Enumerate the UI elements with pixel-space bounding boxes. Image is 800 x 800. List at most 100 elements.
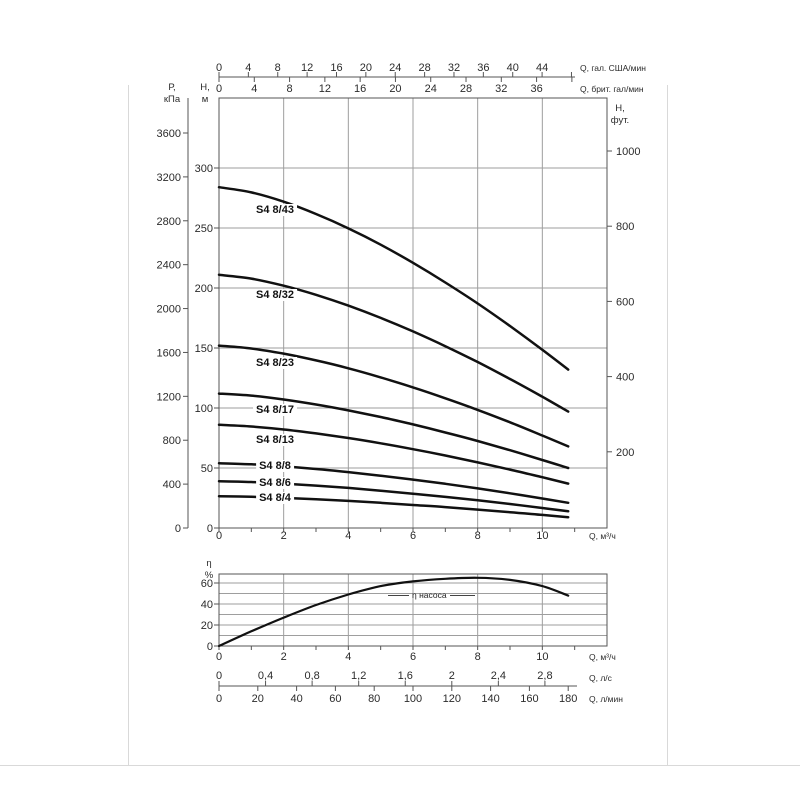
efficiency-label-right-dash [449, 594, 475, 596]
uk-gpm-tick-label: 8 [287, 83, 293, 95]
head-ft-axis-header-line1: Н, [615, 103, 625, 114]
kpa-axis-header-line1: Р, [168, 82, 176, 93]
us-gpm-tick-label: 36 [477, 62, 489, 74]
hm-tick-label: 50 [201, 463, 213, 475]
ft-tick-label: 1000 [616, 146, 640, 158]
x-tick-label: 4 [345, 530, 351, 542]
eta-y-tick-label: 0 [207, 641, 213, 653]
curve-label-S4-8-8: S4 8/8 [256, 460, 294, 472]
us-gpm-tick-label: 0 [216, 62, 222, 74]
x-tick-label: 6 [410, 530, 416, 542]
lps-tick-label: 0,8 [304, 670, 319, 682]
eta-x-tick-label: 8 [475, 651, 481, 663]
us-gpm-tick-label: 12 [301, 62, 313, 74]
efficiency-axis-header-line2: % [204, 569, 214, 581]
uk-gpm-tick-label: 24 [425, 83, 437, 95]
uk-gpm-tick-label: 12 [319, 83, 331, 95]
uk-gpm-tick-label: 32 [495, 83, 507, 95]
m3h-unit-label-eta: Q, м³/ч [589, 652, 616, 662]
curve-label-S4-8-43: S4 8/43 [253, 204, 297, 216]
hm-tick-label: 0 [207, 523, 213, 535]
lps-tick-label: 2,4 [491, 670, 506, 682]
efficiency-axis-header: η % [200, 558, 218, 581]
eta-x-tick-label: 10 [536, 651, 548, 663]
lpm-tick-label: 80 [368, 693, 380, 705]
us-gpm-tick-label: 32 [448, 62, 460, 74]
us-gpm-tick-label: 20 [360, 62, 372, 74]
uk-gpm-unit-label: Q, брит. гал/мин [580, 84, 644, 94]
uk-gpm-tick-label: 20 [389, 83, 401, 95]
hm-tick-label: 300 [195, 163, 213, 175]
lpm-tick-label: 160 [520, 693, 538, 705]
kpa-axis-header: Р, кПа [157, 82, 187, 105]
hm-tick-label: 200 [195, 283, 213, 295]
lps-unit-label: Q, л/с [589, 673, 612, 683]
eta-x-tick-label: 2 [281, 651, 287, 663]
lpm-tick-label: 140 [481, 693, 499, 705]
us-gpm-tick-label: 24 [389, 62, 401, 74]
lpm-tick-label: 180 [559, 693, 577, 705]
efficiency-label-left-dash [388, 594, 409, 596]
ft-tick-label: 400 [616, 372, 634, 384]
lps-tick-label: 1,6 [398, 670, 413, 682]
page-edge-bottom [0, 765, 800, 766]
kpa-tick-label: 0 [175, 523, 181, 535]
kpa-axis-header-line2: кПа [163, 93, 181, 105]
kpa-tick-label: 2800 [157, 216, 181, 228]
efficiency-curve-label: η насоса [388, 590, 475, 600]
kpa-tick-label: 800 [163, 435, 181, 447]
curve-label-S4-8-17: S4 8/17 [253, 404, 297, 416]
page-edge-right [667, 85, 668, 766]
lps-tick-label: 0,4 [258, 670, 273, 682]
kpa-tick-label: 1200 [157, 391, 181, 403]
x-tick-label: 8 [475, 530, 481, 542]
head-curve-S4-8-43 [217, 185, 570, 371]
ft-tick-label: 800 [616, 221, 634, 233]
hm-tick-label: 100 [195, 403, 213, 415]
us-gpm-unit-label: Q, гал. США/мин [580, 63, 646, 73]
head-m-axis-header: Н, м [192, 82, 218, 105]
us-gpm-tick-label: 44 [536, 62, 548, 74]
curve-label-S4-8-32: S4 8/32 [253, 289, 297, 301]
kpa-tick-label: 2000 [157, 304, 181, 316]
ft-tick-label: 600 [616, 296, 634, 308]
uk-gpm-tick-label: 28 [460, 83, 472, 95]
head-curve-S4-8-23 [217, 344, 570, 448]
lpm-unit-label: Q, л/мин [589, 694, 623, 704]
us-gpm-tick-label: 16 [330, 62, 342, 74]
curve-label-S4-8-23: S4 8/23 [253, 357, 297, 369]
lps-tick-label: 1,2 [351, 670, 366, 682]
efficiency-axis-header-line1: η [206, 558, 212, 569]
m3h-unit-label-main: Q, м³/ч [589, 531, 616, 541]
eta-x-tick-label: 6 [410, 651, 416, 663]
lpm-tick-label: 60 [329, 693, 341, 705]
uk-gpm-tick-label: 4 [251, 83, 257, 95]
us-gpm-tick-label: 4 [245, 62, 251, 74]
us-gpm-tick-label: 40 [507, 62, 519, 74]
efficiency-label-text: η насоса [412, 590, 447, 600]
x-tick-label: 0 [216, 530, 222, 542]
curve-label-S4-8-6: S4 8/6 [256, 477, 294, 489]
hm-tick-label: 250 [195, 223, 213, 235]
lps-tick-label: 2 [449, 670, 455, 682]
lpm-tick-label: 40 [290, 693, 302, 705]
ft-tick-label: 200 [616, 447, 634, 459]
lpm-tick-label: 0 [216, 693, 222, 705]
eta-x-tick-label: 0 [216, 651, 222, 663]
uk-gpm-tick-label: 0 [216, 83, 222, 95]
kpa-tick-label: 400 [163, 479, 181, 491]
uk-gpm-tick-label: 16 [354, 83, 366, 95]
x-tick-label: 2 [281, 530, 287, 542]
efficiency-curve [217, 576, 570, 648]
us-gpm-tick-label: 8 [275, 62, 281, 74]
kpa-tick-label: 3600 [157, 128, 181, 140]
head-curve-S4-8-13 [217, 423, 570, 485]
hm-tick-label: 150 [195, 343, 213, 355]
us-gpm-tick-label: 28 [418, 62, 430, 74]
head-m-axis-header-line1: Н, [200, 82, 210, 93]
curve-label-S4-8-13: S4 8/13 [253, 434, 297, 446]
x-tick-label: 10 [536, 530, 548, 542]
head-curve-S4-8-32 [217, 273, 570, 413]
